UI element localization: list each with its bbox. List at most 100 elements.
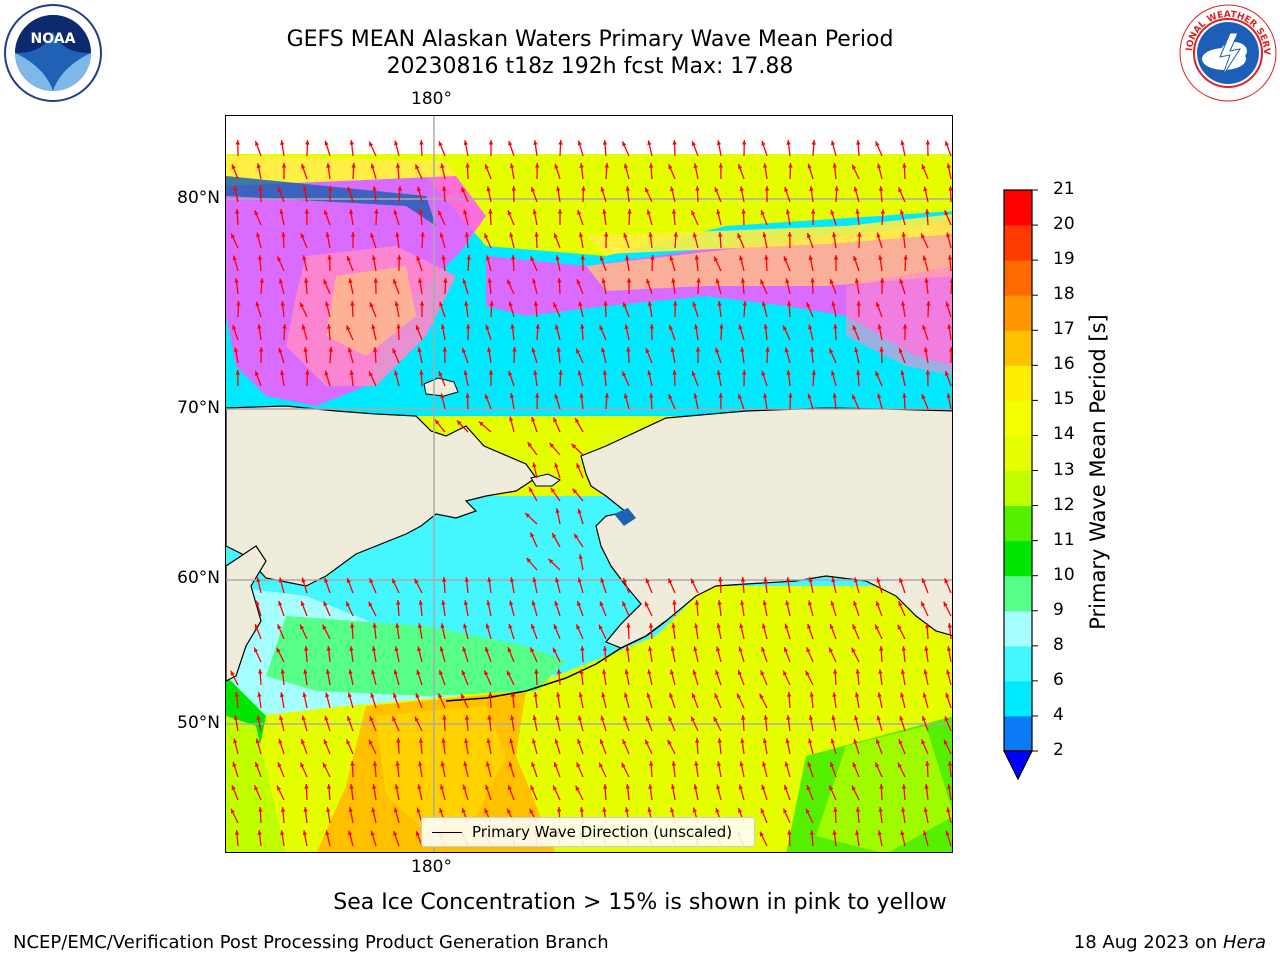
- wave-arrow-head: [349, 646, 354, 651]
- wave-arrow-head: [509, 600, 514, 606]
- wave-arrow-head: [300, 624, 305, 630]
- wave-arrow-head: [302, 186, 308, 192]
- wave-arrow-head: [484, 670, 489, 676]
- wave-arrow-head: [944, 739, 948, 745]
- wave-arrow-head: [833, 807, 838, 812]
- wave-arrow-head: [369, 739, 373, 745]
- wave-arrow-head: [693, 163, 698, 169]
- wave-arrow-head: [761, 140, 766, 146]
- wave-arrow-head: [347, 716, 352, 721]
- wave-arrow-head: [234, 278, 239, 283]
- wave-arrow-head: [900, 370, 905, 376]
- wave-arrow-head: [439, 232, 444, 238]
- wave-arrow-head: [456, 420, 462, 426]
- wave-arrow-head: [901, 646, 906, 651]
- wave-arrow-head: [553, 624, 558, 630]
- wave-arrow-head: [855, 807, 861, 812]
- wave-arrow-head: [830, 600, 835, 606]
- wave-arrow-head: [921, 578, 926, 583]
- wave-arrow-head: [647, 807, 652, 813]
- wave-arrow-head: [740, 347, 745, 352]
- wave-arrow-head: [922, 692, 927, 698]
- wave-arrow-head: [738, 646, 743, 652]
- orange-region: [316, 691, 556, 852]
- wave-arrow-head: [739, 186, 744, 192]
- wave-arrow-head: [787, 692, 792, 697]
- colorbar-level-13-14: [1004, 435, 1032, 471]
- wave-arrow-head: [575, 418, 580, 423]
- wave-arrow-head: [623, 232, 628, 238]
- wave-arrow-head: [649, 324, 654, 329]
- wave-arrow-head: [926, 301, 931, 306]
- wave-arrow-head: [555, 508, 560, 514]
- wave-arrow-head: [370, 232, 375, 238]
- wave-arrow-head: [668, 716, 673, 722]
- norton-sound: [614, 508, 636, 526]
- wave-arrow-head: [830, 738, 835, 744]
- wave-arrow-head: [856, 370, 861, 375]
- wave-arrow-head: [691, 210, 696, 216]
- wave-arrow-head: [876, 715, 881, 721]
- wave-arrow-head: [898, 762, 902, 768]
- wave-arrow-head: [302, 692, 307, 698]
- wave-arrow-head: [832, 830, 837, 835]
- wave-arrow-head: [393, 830, 398, 836]
- wave-arrow-head: [714, 187, 719, 193]
- wave-arrow-head: [254, 785, 259, 791]
- wave-arrow-head: [899, 209, 905, 215]
- wave-arrow-head: [925, 623, 930, 628]
- wave-arrow-head: [507, 647, 512, 653]
- wave-arrow-head: [485, 647, 490, 652]
- wave-arrow-head: [395, 623, 400, 628]
- wave-arrow-head: [438, 210, 443, 216]
- wave-arrow-head: [622, 371, 627, 377]
- wave-arrow-head: [740, 577, 746, 582]
- wave-arrow-head: [489, 301, 494, 306]
- wave-arrow-head: [671, 623, 676, 628]
- wave-arrow-head: [254, 647, 259, 653]
- map-legend: Primary Wave Direction (unscaled): [421, 817, 755, 847]
- wave-arrow-head: [548, 558, 554, 564]
- wave-arrow-head: [811, 209, 816, 214]
- wave-arrow-head: [717, 600, 722, 605]
- wave-arrow-head: [922, 255, 927, 261]
- wave-arrow-head: [371, 324, 376, 330]
- wave-arrow-head: [673, 232, 678, 237]
- wave-arrow-head: [788, 163, 793, 168]
- wave-arrow-head: [507, 808, 512, 814]
- wave-arrow-head: [418, 600, 423, 605]
- wave-arrow-head: [254, 624, 259, 629]
- wave-arrow-head: [255, 762, 260, 767]
- wave-arrow-head: [695, 347, 701, 352]
- wave-arrow-head: [740, 600, 745, 605]
- wave-arrow-head: [554, 393, 559, 399]
- wave-arrow-head: [441, 738, 446, 743]
- wave-arrow-head: [394, 301, 399, 307]
- wave-arrow-head: [397, 255, 402, 260]
- wave-arrow-head: [852, 785, 856, 791]
- wave-arrow-head: [466, 255, 471, 260]
- wave-arrow-head: [300, 762, 305, 768]
- wave-arrow-head: [487, 715, 492, 720]
- wave-arrow-head: [510, 692, 516, 697]
- wave-arrow-head: [278, 577, 284, 583]
- wave-arrow-head: [693, 646, 698, 652]
- wave-arrow-head: [259, 278, 264, 283]
- wave-arrow-head: [741, 715, 746, 720]
- wave-arrow-head: [508, 370, 513, 376]
- wave-arrow-head: [876, 739, 881, 744]
- wave-arrow-head: [925, 761, 930, 766]
- wave-arrow-head: [946, 669, 951, 675]
- wave-arrow-head: [508, 301, 513, 307]
- legend-label: Primary Wave Direction (unscaled): [472, 823, 733, 841]
- wave-arrow-head: [854, 692, 860, 698]
- wave-arrow-head: [622, 739, 627, 745]
- lon-label-bottom: 180°: [411, 857, 452, 877]
- wave-arrow-head: [348, 669, 353, 675]
- wave-arrow-head: [529, 808, 534, 814]
- wave-arrow-head: [854, 715, 859, 721]
- wave-arrow-head: [624, 324, 629, 330]
- wave-arrow-head: [623, 692, 629, 698]
- wave-arrow-head: [738, 808, 743, 813]
- wave-arrow-head: [300, 302, 305, 308]
